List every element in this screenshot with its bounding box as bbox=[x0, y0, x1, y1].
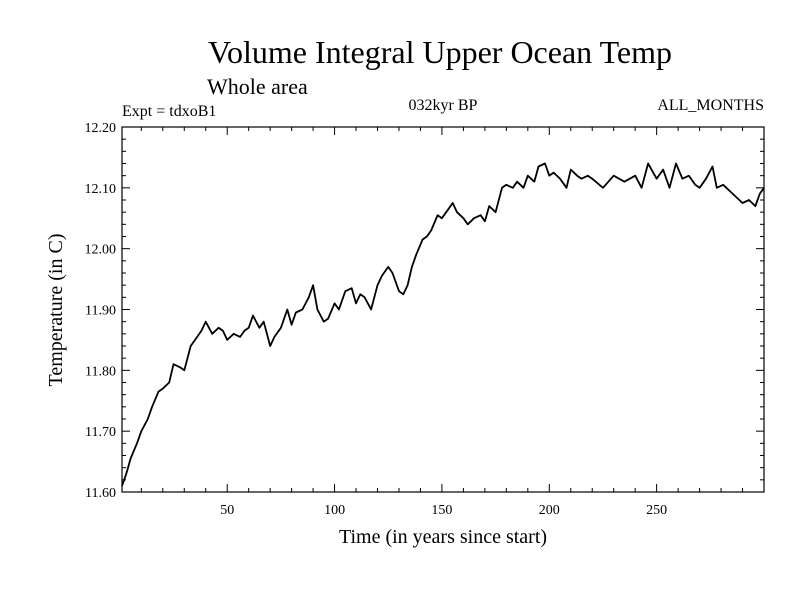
y-tick-label: 12.00 bbox=[85, 243, 117, 258]
y-tick-label: 11.70 bbox=[85, 425, 116, 440]
y-tick-label: 12.10 bbox=[85, 182, 117, 197]
x-tick-label: 150 bbox=[431, 503, 452, 518]
y-axis-label: Temperature (in C) bbox=[45, 234, 67, 387]
x-axis-ticks: 50 100 150 200 250 bbox=[140, 127, 744, 518]
x-tick-label: 250 bbox=[646, 503, 667, 518]
chart-title: Volume Integral Upper Ocean Temp bbox=[208, 34, 672, 70]
temperature-series-line bbox=[121, 162, 765, 487]
chart-subtitle: Whole area bbox=[207, 74, 308, 99]
y-tick-label: 11.80 bbox=[85, 364, 116, 379]
y-tick-label: 12.20 bbox=[85, 121, 117, 136]
period-label: 032kyr BP bbox=[409, 97, 478, 114]
y-axis-ticks: 11.60 11.70 11.80 11.90 12.00 12.10 12.20 bbox=[85, 121, 764, 501]
experiment-label: Expt = tdxoB1 bbox=[122, 103, 216, 120]
x-axis-label: Time (in years since start) bbox=[339, 526, 547, 548]
x-tick-label: 200 bbox=[539, 503, 560, 518]
y-tick-label: 11.60 bbox=[85, 486, 116, 501]
months-label: ALL_MONTHS bbox=[657, 97, 764, 114]
x-tick-label: 50 bbox=[220, 503, 234, 518]
x-tick-label: 100 bbox=[324, 503, 345, 518]
y-tick-label: 11.90 bbox=[85, 304, 116, 319]
